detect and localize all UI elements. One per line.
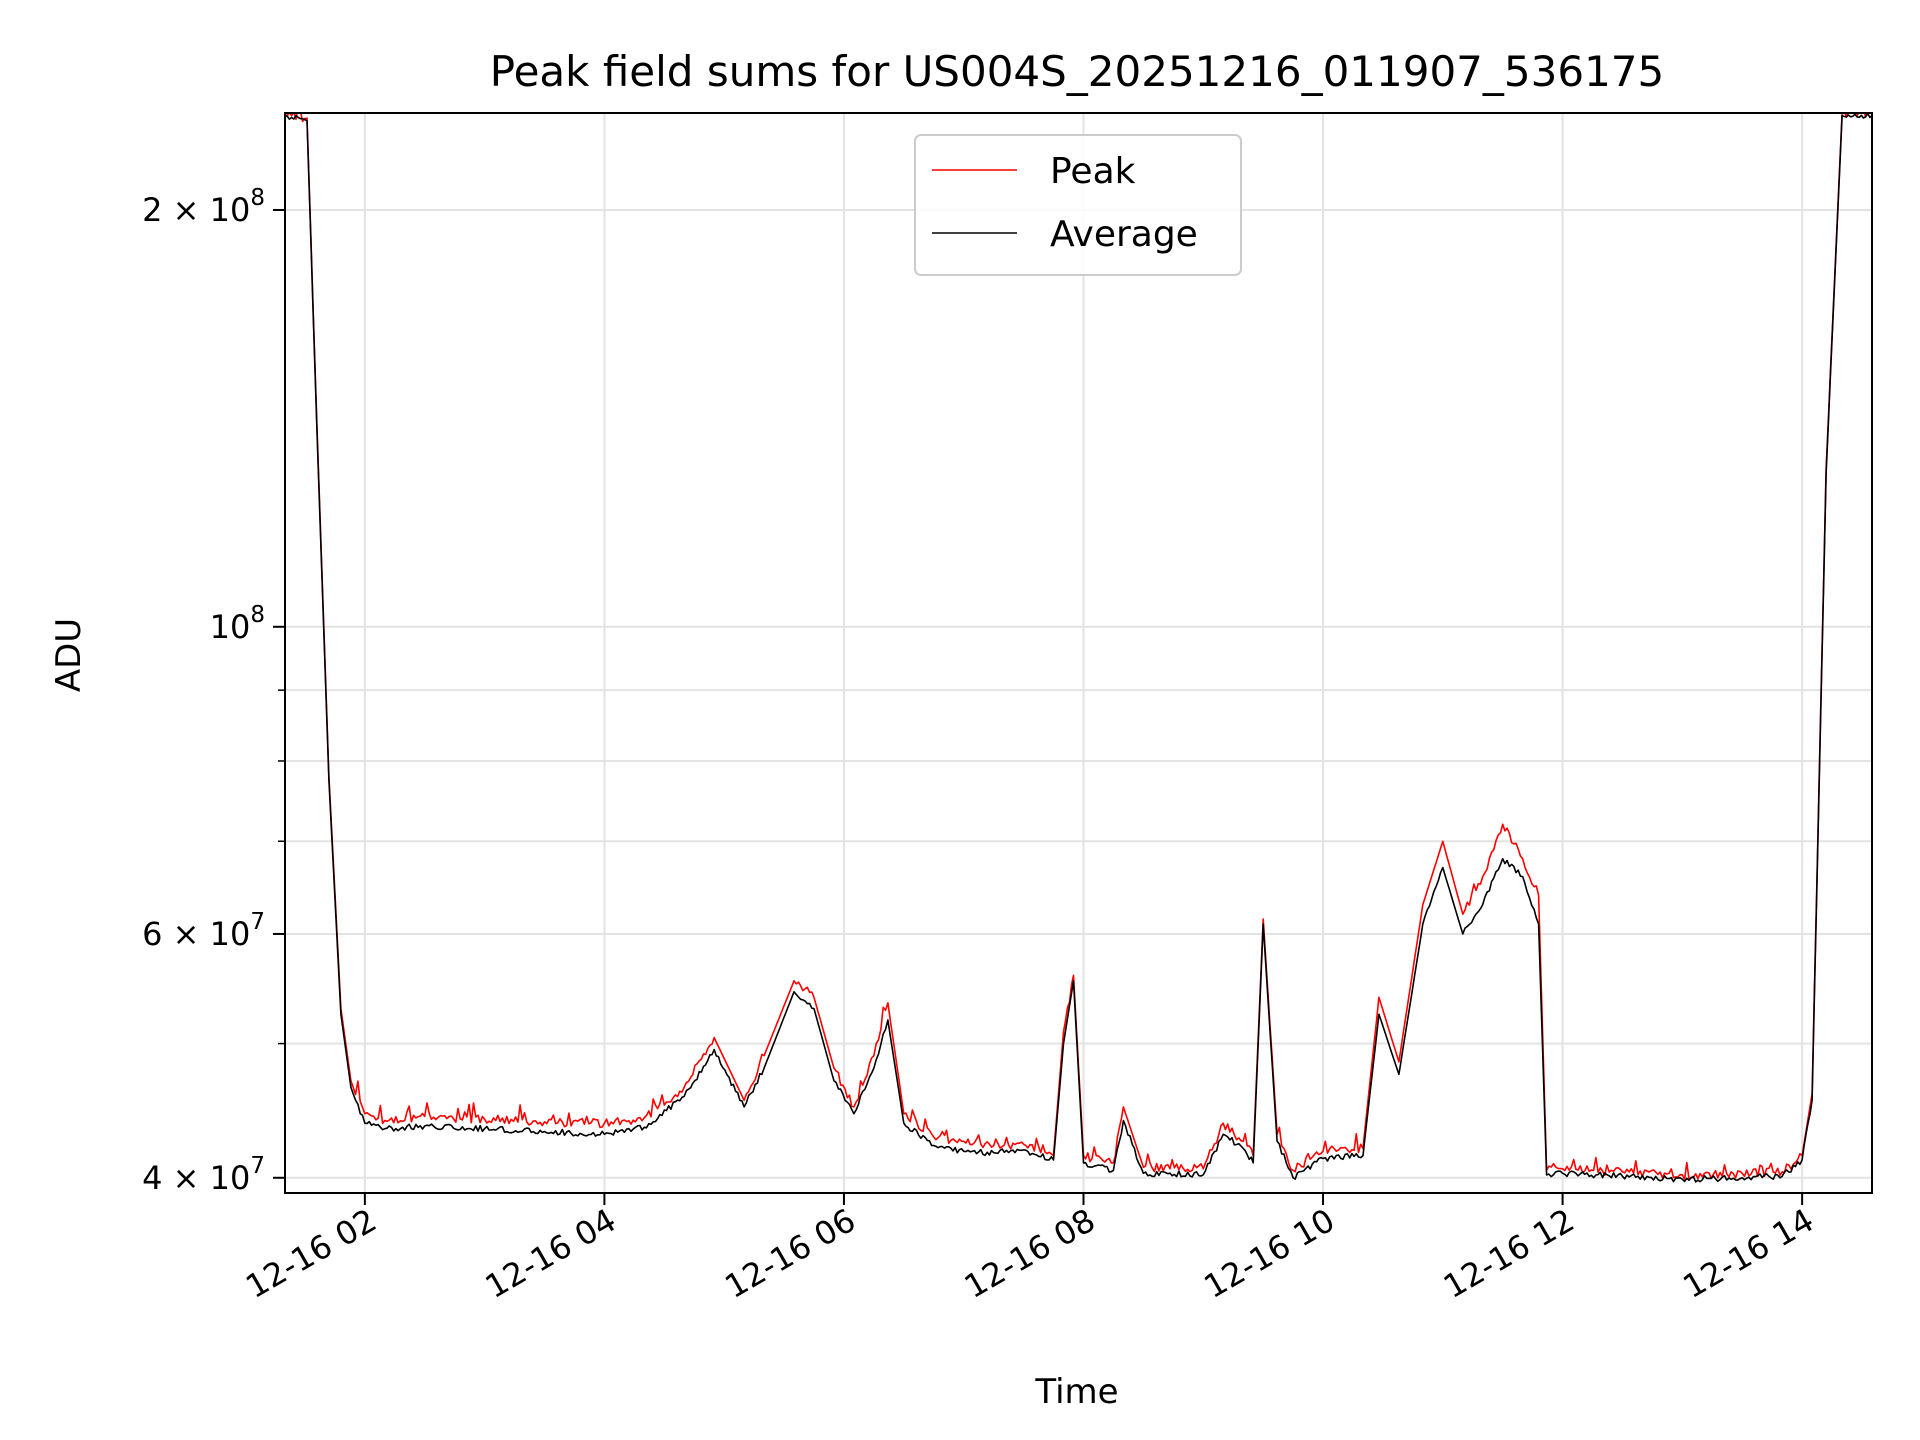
legend: Peak Average xyxy=(914,134,1242,276)
y-axis-label: ADU xyxy=(49,618,89,692)
y-tick-label: 6 × 107 xyxy=(142,909,265,953)
plot-frame xyxy=(284,112,1873,1194)
series-layer xyxy=(285,113,1872,1183)
legend-label-peak: Peak xyxy=(1050,151,1136,192)
y-tick-label: 108 xyxy=(210,602,265,646)
x-axis-label: Time xyxy=(1034,1372,1118,1412)
y-tick-label: 2 × 108 xyxy=(142,185,265,229)
y-tick-label: 4 × 107 xyxy=(142,1153,265,1197)
series-line-average xyxy=(285,113,1872,1183)
chart-title: Peak field sums for US004S_20251216_0119… xyxy=(490,47,1664,96)
legend-label-average: Average xyxy=(1050,214,1198,255)
